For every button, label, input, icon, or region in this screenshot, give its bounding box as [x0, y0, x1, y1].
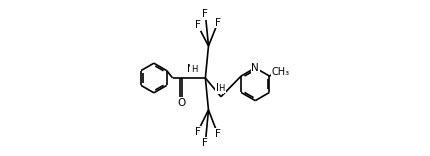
Text: N: N — [251, 63, 258, 73]
Text: CH₃: CH₃ — [271, 67, 289, 77]
Text: F: F — [194, 127, 200, 137]
Text: F: F — [202, 138, 208, 148]
Text: N: N — [187, 64, 195, 74]
Text: O: O — [178, 98, 186, 108]
Text: N: N — [215, 83, 223, 93]
Text: F: F — [202, 9, 208, 19]
Text: H: H — [190, 65, 197, 74]
Text: F: F — [215, 18, 220, 28]
Text: F: F — [194, 20, 200, 30]
Text: H: H — [218, 84, 224, 93]
Text: F: F — [215, 129, 220, 139]
